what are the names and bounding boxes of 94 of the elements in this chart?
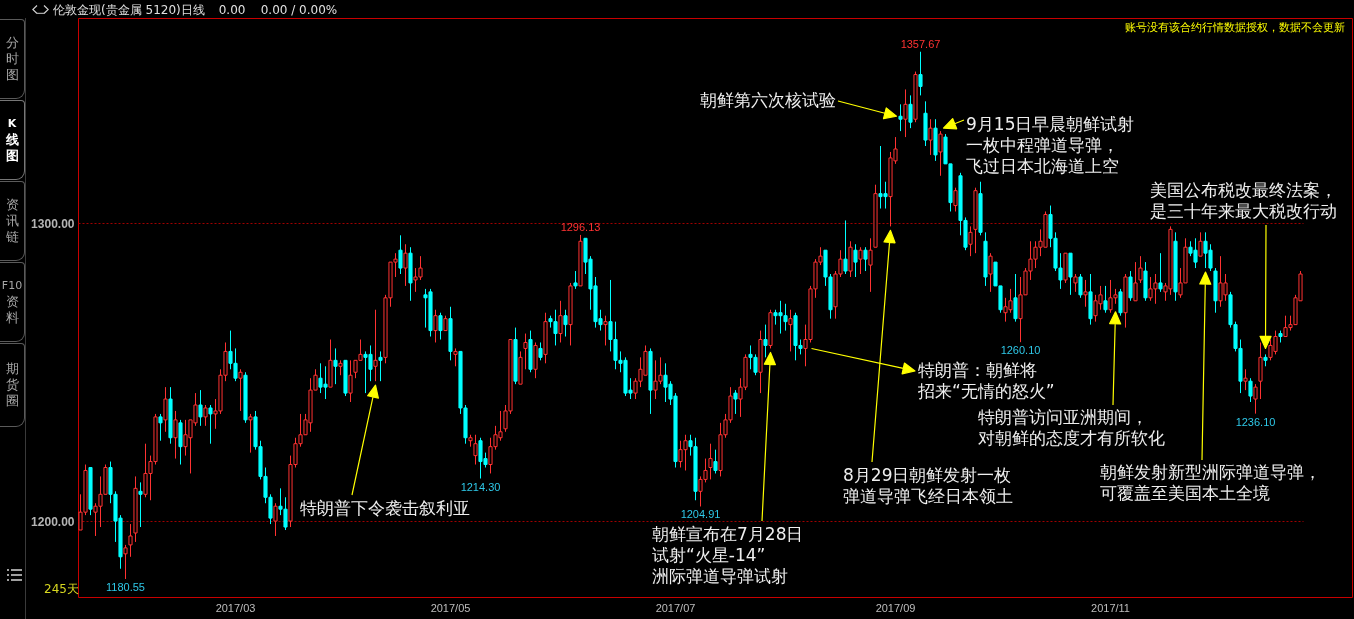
candlestick <box>373 309 378 382</box>
candlestick <box>123 544 128 580</box>
candlestick <box>1118 288 1123 317</box>
candlestick <box>1198 231 1203 257</box>
candlestick <box>918 51 923 96</box>
candlestick <box>988 252 993 293</box>
candlestick <box>763 324 768 358</box>
annotation: 9月15日早晨朝鲜试射一枚中程弹道导弹，飞过日本北海道上空 <box>966 114 1135 177</box>
candlestick <box>788 309 793 352</box>
annotation: 美国公布税改最终法案，是三十年来最大税改行动 <box>1150 180 1337 222</box>
candlestick <box>398 234 403 275</box>
x-tick-label: 2017/07 <box>655 601 696 614</box>
candlestick <box>523 333 528 370</box>
candlestick <box>1243 368 1248 391</box>
candlestick <box>1103 285 1108 314</box>
candlestick <box>1258 341 1263 400</box>
annotation: 8月29日朝鲜发射一枚弹道导弹飞经日本领土 <box>843 465 1013 507</box>
tab: 分时图 <box>0 19 25 99</box>
candlestick <box>968 225 973 257</box>
candlestick <box>1253 383 1258 415</box>
annotation: 朝鲜第六次核试验 <box>700 90 836 111</box>
annotation: 朝鲜宣布在7月28日试射“火星-14”洲际弹道导弹试射 <box>652 524 804 587</box>
annotation: 特朗普访问亚洲期间，对朝鲜的态度才有所软化 <box>978 407 1165 449</box>
candlestick <box>868 237 873 293</box>
candlestick <box>238 368 243 412</box>
candlestick <box>713 449 718 474</box>
candlestick <box>178 419 183 466</box>
candlestick <box>863 246 868 272</box>
y-tick-label: 1200.00 <box>31 514 75 529</box>
annotation: 特朗普：朝鲜将招来“无情的怒火” <box>918 360 1055 402</box>
candlestick <box>158 413 163 442</box>
candlestick <box>603 315 608 346</box>
candlestick <box>733 389 738 415</box>
candlestick <box>1078 273 1083 299</box>
candlestick <box>348 359 353 403</box>
tab: F10资料 <box>0 262 25 342</box>
tab: 资讯链 <box>0 181 25 261</box>
candlestick <box>908 94 913 129</box>
y-tick-label: 1300.00 <box>31 216 75 231</box>
candlestick <box>533 341 538 379</box>
annotation: 特朗普下令袭击叙利亚 <box>300 498 470 519</box>
candlestick <box>1158 252 1163 293</box>
candlestick <box>898 103 903 132</box>
candlestick <box>473 434 478 466</box>
chart-title: 伦敦金现(贵金属 5120)日线 <box>53 2 205 17</box>
candlestick <box>953 187 958 212</box>
candlestick <box>438 312 443 340</box>
candlestick <box>1013 273 1018 323</box>
tab: 期货圈 <box>0 343 25 427</box>
x-tick-label: 2017/03 <box>215 601 256 614</box>
annotation: 账号没有该合约行情数据授权，数据不会更新 <box>1125 21 1345 34</box>
tab: K线图 <box>0 100 25 180</box>
candlestick <box>1083 279 1088 308</box>
candlestick <box>248 413 253 454</box>
x-tick-label: 2017/09 <box>875 601 916 614</box>
candlestick <box>128 523 133 558</box>
candlestick <box>848 240 853 278</box>
candlestick <box>403 243 408 287</box>
candlestick <box>1138 255 1143 284</box>
candlestick <box>378 350 383 382</box>
candlestick <box>1133 261 1138 302</box>
candlestick <box>558 300 563 343</box>
x-tick-label: 2017/11 <box>1091 601 1130 614</box>
candlestick <box>173 410 178 460</box>
candlestick <box>928 118 933 156</box>
candlestick <box>903 88 908 138</box>
candlestick <box>858 246 863 275</box>
candlestick <box>1068 252 1073 296</box>
candlestick <box>198 389 203 427</box>
annotation: 1180.55 <box>106 580 145 593</box>
candlestick <box>163 386 168 433</box>
candlestick <box>138 481 143 528</box>
candlestick <box>708 443 713 480</box>
candlestick <box>1248 377 1253 403</box>
candlestick <box>1128 270 1133 302</box>
candlestick <box>853 243 858 278</box>
candlestick <box>208 404 213 445</box>
annotation: 1236.10 <box>1235 415 1276 428</box>
annotation: 245天 <box>44 582 79 596</box>
candlestick <box>273 502 278 537</box>
candlestick <box>843 219 848 275</box>
annotation: 1214.30 <box>460 480 501 493</box>
annotation: 朝鲜发射新型洲际弹道导弹，可覆盖至美国本土全境 <box>1100 462 1321 504</box>
candlestick <box>433 309 438 343</box>
annotation: 1357.67 <box>900 37 941 50</box>
candlestick <box>333 347 338 385</box>
candlestick <box>938 130 943 177</box>
annotation: 1204.91 <box>680 508 721 521</box>
chart-subtitle: 0.00 0.00 / 0.00% <box>218 2 338 17</box>
x-tick-label: 2017/05 <box>430 601 471 614</box>
annotation: 1296.13 <box>560 220 601 233</box>
candlestick <box>203 404 208 427</box>
annotation: 1260.10 <box>1000 344 1041 357</box>
candlestick <box>563 309 568 338</box>
